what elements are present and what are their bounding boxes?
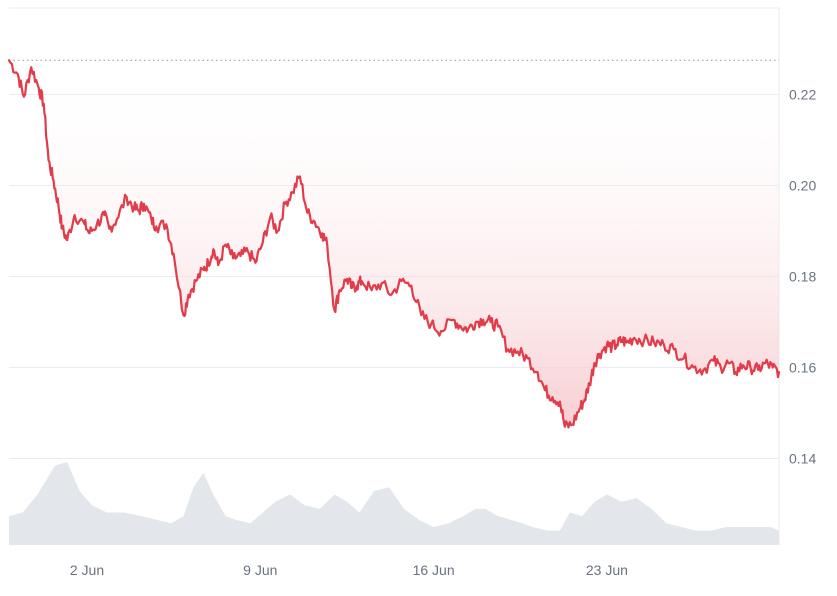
line-layer (7, 59, 781, 429)
price-series-line (7, 59, 781, 429)
volume-layer (9, 462, 779, 545)
x-tick-label: 23 Jun (586, 562, 628, 578)
area-layer (9, 60, 779, 428)
y-axis-ticks: 0.14 0.16 0.18 0.20 0.22 (789, 86, 816, 466)
y-tick-label: 0.18 (789, 269, 816, 285)
x-tick-label: 9 Jun (243, 562, 277, 578)
x-axis-ticks: 2 Jun 9 Jun 16 Jun 23 Jun (70, 562, 628, 578)
volume-area (9, 462, 779, 545)
y-tick-label: 0.14 (789, 451, 816, 467)
price-area-fill (9, 60, 779, 428)
y-tick-label: 0.16 (789, 360, 816, 376)
x-tick-label: 2 Jun (70, 562, 104, 578)
x-tick-label: 16 Jun (413, 562, 455, 578)
y-tick-label: 0.20 (789, 177, 816, 193)
y-tick-label: 0.22 (789, 86, 816, 102)
